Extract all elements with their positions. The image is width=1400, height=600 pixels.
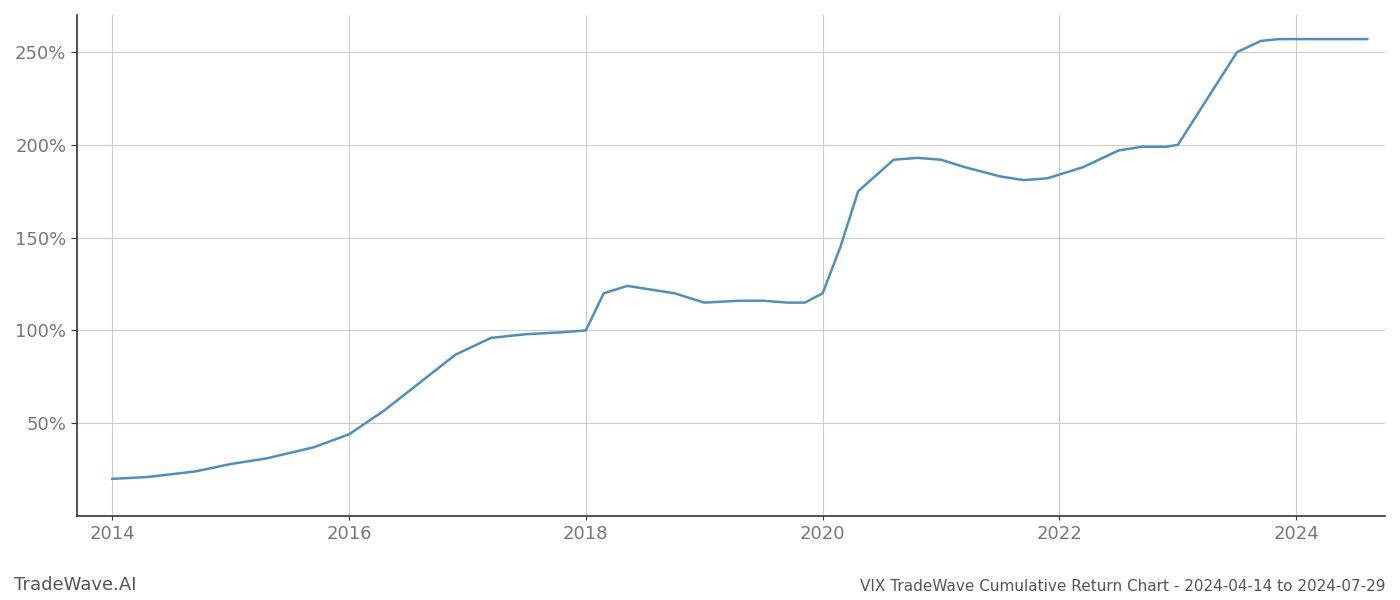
- Text: VIX TradeWave Cumulative Return Chart - 2024-04-14 to 2024-07-29: VIX TradeWave Cumulative Return Chart - …: [861, 579, 1386, 594]
- Text: TradeWave.AI: TradeWave.AI: [14, 576, 137, 594]
